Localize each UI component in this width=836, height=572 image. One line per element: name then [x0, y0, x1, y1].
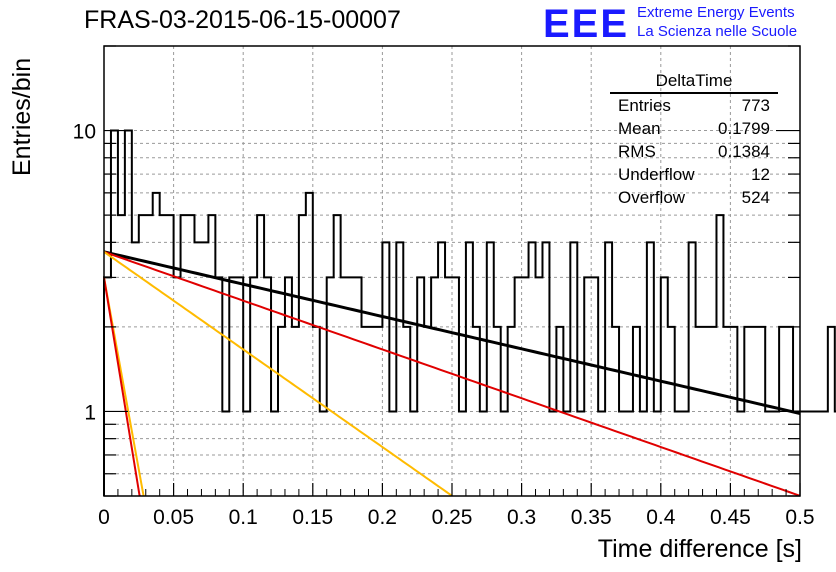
stats-row-entries: Entries 773 [610, 94, 778, 117]
stats-label: Mean [618, 119, 661, 138]
x-tick-label: 0.2 [368, 506, 397, 529]
x-tick-label: 0.4 [646, 506, 676, 529]
logo-line-2: La Scienza nelle Scuole [637, 23, 798, 40]
y-tick-label: 10 [73, 121, 96, 144]
stats-value: 524 [741, 188, 770, 207]
y-tick-label: 1 [84, 401, 96, 424]
stats-value: 773 [741, 96, 770, 115]
x-tick-label: 0.3 [507, 506, 536, 529]
fit-curve-4 [103, 277, 141, 497]
x-tick-label: 0.25 [432, 506, 473, 529]
stats-row-rms: RMS 0.1384 [610, 140, 778, 163]
stats-value: 0.1384 [718, 142, 770, 161]
stats-value: 0.1799 [718, 119, 770, 138]
x-axis-label: Time difference [s] [597, 535, 802, 563]
y-axis-label: Entries/bin [8, 57, 36, 176]
x-tick-label: 0.15 [292, 506, 333, 529]
x-tick-label: 0.45 [710, 506, 751, 529]
fit-curve-2 [103, 251, 453, 497]
chart-title: FRAS-03-2015-06-15-00007 [84, 6, 401, 34]
stats-label: Underflow [618, 165, 695, 184]
x-tick-label: 0.35 [571, 506, 612, 529]
eee-logo-mark: EEE [543, 2, 630, 46]
x-tick-label: 0.05 [153, 506, 194, 529]
axis-ticks [103, 45, 801, 497]
fit-curve-0 [103, 250, 801, 415]
stats-row-mean: Mean 0.1799 [610, 117, 778, 140]
stats-box: DeltaTime Entries 773 Mean 0.1799 RMS 0.… [610, 70, 778, 209]
tick-labels: 0 0.05 0.1 0.15 0.2 0.25 0.3 0.35 0.4 0.45 0.5 1 10 [73, 121, 815, 529]
fit-curve-1 [103, 250, 801, 497]
histogram-bars [103, 129, 836, 496]
x-tick-label: 0.5 [785, 506, 814, 529]
stats-label: Entries [618, 96, 671, 115]
histogram-step-line [103, 129, 836, 496]
stats-label: RMS [618, 142, 656, 161]
fit-curves [103, 250, 801, 497]
stats-label: Overflow [618, 188, 686, 207]
x-tick-label: 0 [98, 506, 110, 529]
stats-title: DeltaTime [610, 70, 778, 94]
logo-line-1: Extreme Energy Events [637, 4, 795, 21]
x-tick-label: 0.1 [229, 506, 258, 529]
stats-row-overflow: Overflow 524 [610, 186, 778, 209]
stats-row-underflow: Underflow 12 [610, 163, 778, 186]
stats-value: 12 [751, 165, 770, 184]
